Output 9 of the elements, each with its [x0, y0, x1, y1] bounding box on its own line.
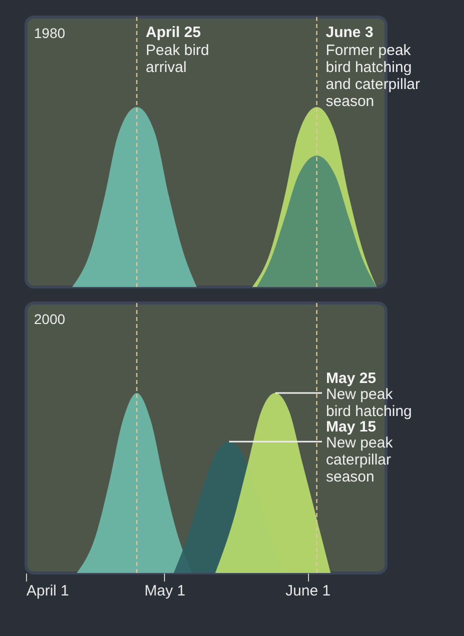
chart-title: 2000 [34, 311, 66, 327]
x-tick-label: May 1 [144, 582, 186, 600]
annotation: May 15 New peak caterpillar season [326, 418, 394, 486]
ref-line-label: June 3 Former peak bird hatching and caterpillar season [326, 24, 420, 110]
x-tick-label: June 1 [286, 582, 331, 600]
ref-line-label: April 25 Peak bird arrival [146, 24, 210, 76]
x-tick-label: April 1 [26, 582, 70, 600]
chart-title: 1980 [34, 25, 66, 41]
annotation: May 25 New peak bird hatching [326, 370, 412, 420]
